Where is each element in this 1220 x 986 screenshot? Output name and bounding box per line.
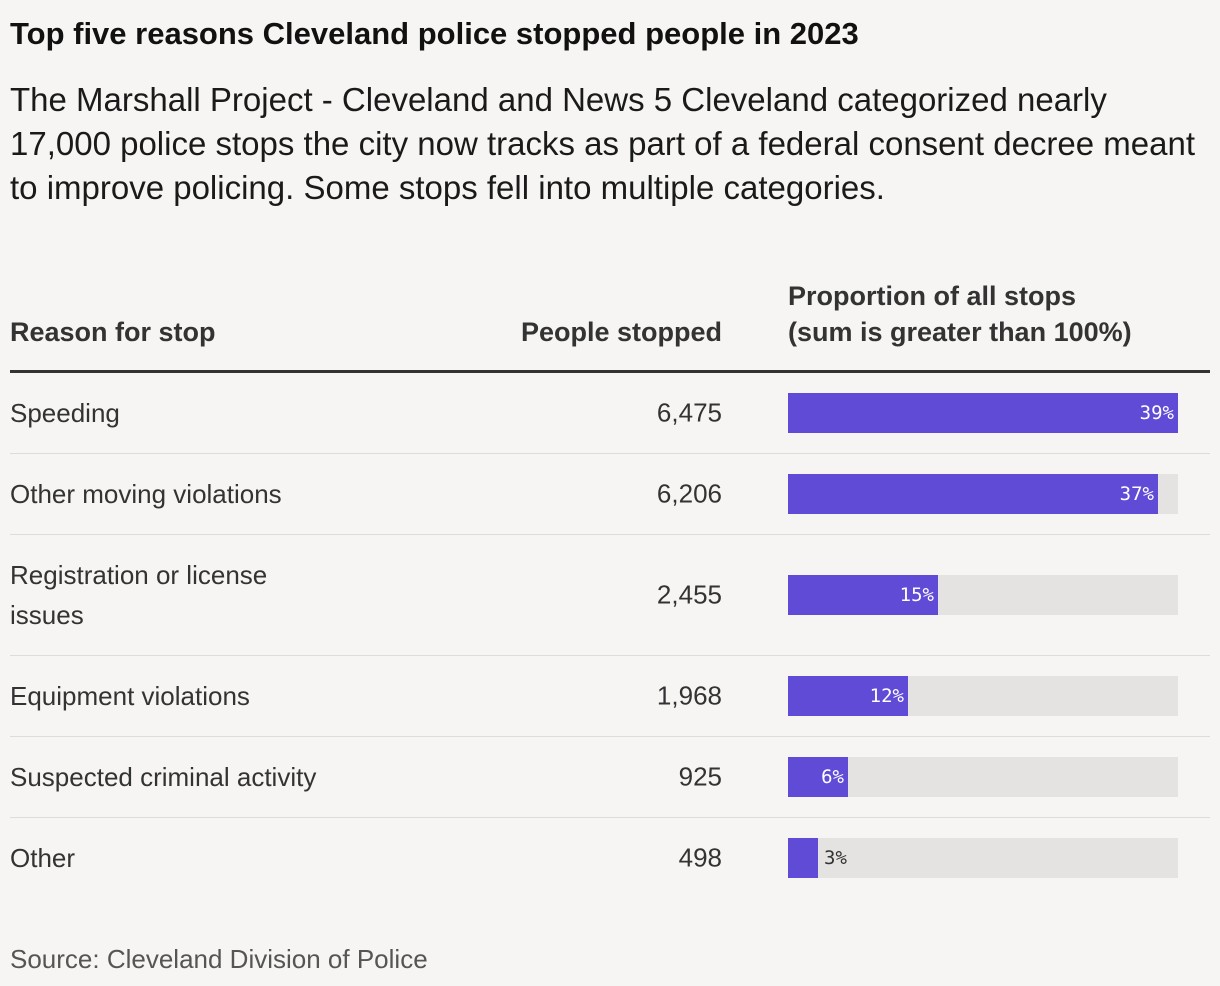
table-row: Other moving violations 6,206 37%: [10, 454, 1210, 535]
header-people-stopped: People stopped: [520, 317, 722, 347]
stops-table: Reason for stop People stopped Proportio…: [10, 270, 1210, 898]
table-row: Suspected criminal activity 925 6%: [10, 737, 1210, 818]
row-people-stopped: 2,455: [656, 579, 722, 610]
chart-subtitle: The Marshall Project - Cleveland and New…: [10, 81, 1196, 206]
table-row: Registration or license issues 2,455 15%: [10, 535, 1210, 656]
row-people-stopped: 925: [678, 761, 722, 792]
header-proportion-line2: (sum is greater than 100%): [788, 317, 1132, 347]
row-people-stopped: 6,475: [656, 397, 722, 428]
table-row: Other 498 3%: [10, 818, 1210, 898]
bar-track: 6%: [788, 757, 1178, 797]
row-reason: Other: [10, 843, 76, 873]
bar-value-label: 39%: [1139, 402, 1174, 424]
header-reason: Reason for stop: [10, 317, 216, 347]
row-reason: Suspected criminal activity: [10, 762, 317, 792]
bar-fill: [788, 838, 818, 878]
row-reason: Equipment violations: [10, 681, 250, 711]
row-reason: Speeding: [10, 398, 120, 428]
row-reason: Other moving violations: [10, 479, 282, 509]
bar-value-label: 15%: [899, 584, 934, 606]
row-people-stopped: 6,206: [656, 478, 722, 509]
table-row: Speeding 6,475 39%: [10, 373, 1210, 454]
bar-track: 3%: [788, 838, 1178, 878]
row-people-stopped: 1,968: [656, 680, 722, 711]
row-reason: Registration or license issues: [10, 560, 268, 630]
bar-fill: [788, 757, 848, 797]
header-proportion-line1: Proportion of all stops: [788, 281, 1076, 311]
chart-title: Top five reasons Cleveland police stoppe…: [10, 16, 859, 51]
bar-track: 37%: [788, 474, 1178, 514]
bar-fill: [788, 575, 938, 615]
bar-fill: [788, 393, 1178, 433]
bar-track: 15%: [788, 575, 1178, 615]
bar-value-label: 3%: [824, 847, 847, 869]
table-body: Speeding 6,475 39% Other moving violations 6…: [10, 373, 1210, 898]
bar-track: 12%: [788, 676, 1178, 716]
source-note: Source: Cleveland Division of Police: [10, 944, 428, 974]
bar-track: 39%: [788, 393, 1178, 433]
header-proportion: Proportion of all stops (sum is greater …: [788, 278, 1208, 350]
bar-value-label: 12%: [869, 685, 904, 707]
row-people-stopped: 498: [678, 842, 722, 873]
table-header: Reason for stop People stopped Proportio…: [10, 270, 1210, 373]
bar-value-label: 6%: [821, 766, 844, 788]
bar-fill: [788, 474, 1158, 514]
bar-value-label: 37%: [1119, 483, 1154, 505]
table-row: Equipment violations 1,968 12%: [10, 656, 1210, 737]
bar-fill: [788, 676, 908, 716]
